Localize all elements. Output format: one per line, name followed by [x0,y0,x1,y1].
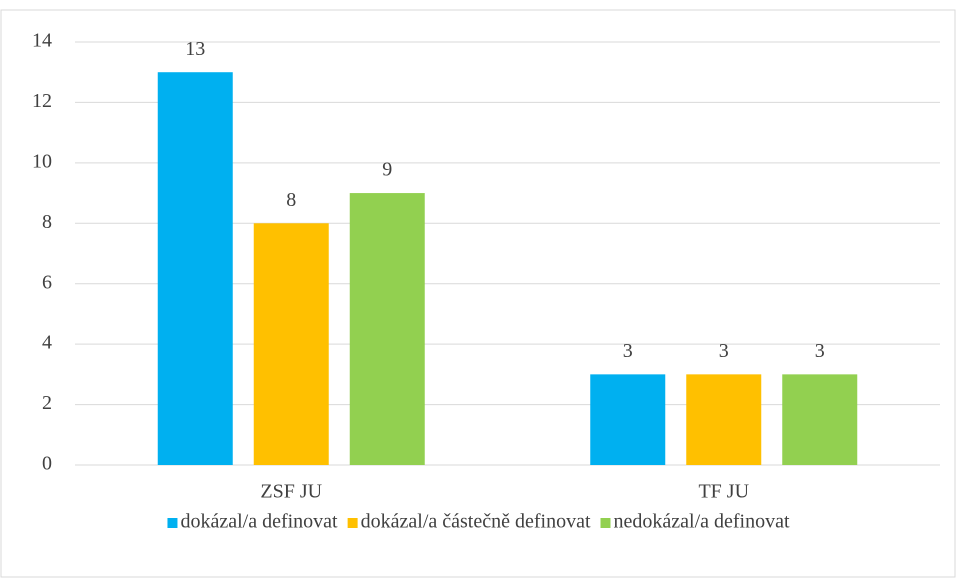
legend-label: dokázal/a částečně definovat [361,511,591,533]
legend-label: nedokázal/a definovat [614,511,790,533]
y-tick-label: 8 [42,211,52,233]
y-tick-label: 4 [42,332,52,354]
y-tick-label: 14 [32,30,52,52]
y-tick-label: 10 [32,150,52,172]
data-label: 3 [623,340,633,362]
legend-swatch [600,518,611,528]
y-tick-label: 6 [42,271,52,293]
y-tick-label: 2 [42,392,52,414]
data-label: 3 [815,340,825,362]
x-tick-label: TF JU [698,481,749,503]
x-tick-label: ZSF JU [260,481,322,503]
bar [253,223,329,465]
bar [686,374,762,465]
legend-item: dokázal/a částečně definovat [347,511,591,533]
legend-item: dokázal/a definovat [167,511,338,533]
y-tick-label: 0 [42,453,52,475]
data-label: 9 [382,159,392,181]
bar [349,193,425,466]
data-label: 3 [719,340,729,362]
data-label: 13 [185,38,205,60]
bar [590,374,666,465]
legend-swatch [167,518,178,528]
legend-item: nedokázal/a definovat [600,511,790,533]
bar [782,374,858,465]
legend-label: dokázal/a definovat [180,511,338,533]
data-label: 8 [286,189,296,211]
chart-border [0,9,956,578]
legend-swatch [347,518,358,528]
y-tick-label: 12 [32,90,52,112]
bar [157,72,233,465]
